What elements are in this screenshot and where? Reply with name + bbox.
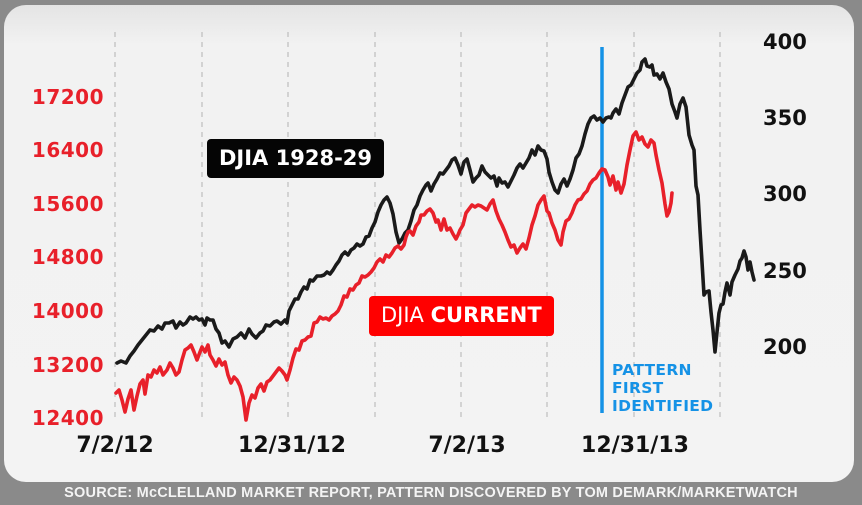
x-axis-tick: 7/2/12 [76, 433, 154, 458]
series-label-suffix: CURRENT [430, 303, 542, 327]
djia-1928-29-line [115, 57, 756, 365]
series-label-prefix: DJIA [381, 303, 431, 327]
right-axis-tick: 400 [763, 30, 807, 54]
left-axis-tick: 13200 [31, 353, 104, 377]
pattern-first-identified-annotation: PATTERN FIRST IDENTIFIED [612, 361, 713, 415]
chart-panel [4, 5, 854, 482]
left-axis-tick: 16400 [31, 138, 104, 162]
right-axis-tick: 200 [763, 335, 807, 359]
series-label-suffix: 1928-29 [275, 146, 373, 170]
right-axis-tick: 300 [763, 182, 807, 206]
annotation-line: IDENTIFIED [612, 397, 714, 415]
right-axis-tick: 250 [763, 259, 807, 283]
source-credit: SOURCE: McCLELLAND MARKET REPORT, PATTER… [64, 485, 798, 501]
left-axis-tick: 14800 [31, 245, 104, 269]
left-axis-tick: 17200 [31, 85, 104, 109]
vertical-gridlines [114, 32, 721, 420]
annotation-line: PATTERN [612, 361, 692, 379]
series-label-prefix: DJIA [219, 146, 276, 170]
left-axis-tick: 14000 [31, 299, 104, 323]
djia-1928-29-label: DJIA 1928-29 [207, 139, 385, 178]
right-axis-tick: 350 [763, 106, 807, 130]
djia-current-label: DJIA CURRENT [369, 296, 554, 336]
x-axis-tick: 12/31/12 [238, 433, 346, 458]
left-axis-tick: 12400 [31, 406, 104, 430]
djia-current-line [114, 130, 674, 422]
annotation-line: FIRST [612, 379, 664, 397]
x-axis-tick: 12/31/13 [581, 433, 689, 458]
left-axis-tick: 15600 [31, 192, 104, 216]
x-axis-tick: 7/2/13 [428, 433, 506, 458]
